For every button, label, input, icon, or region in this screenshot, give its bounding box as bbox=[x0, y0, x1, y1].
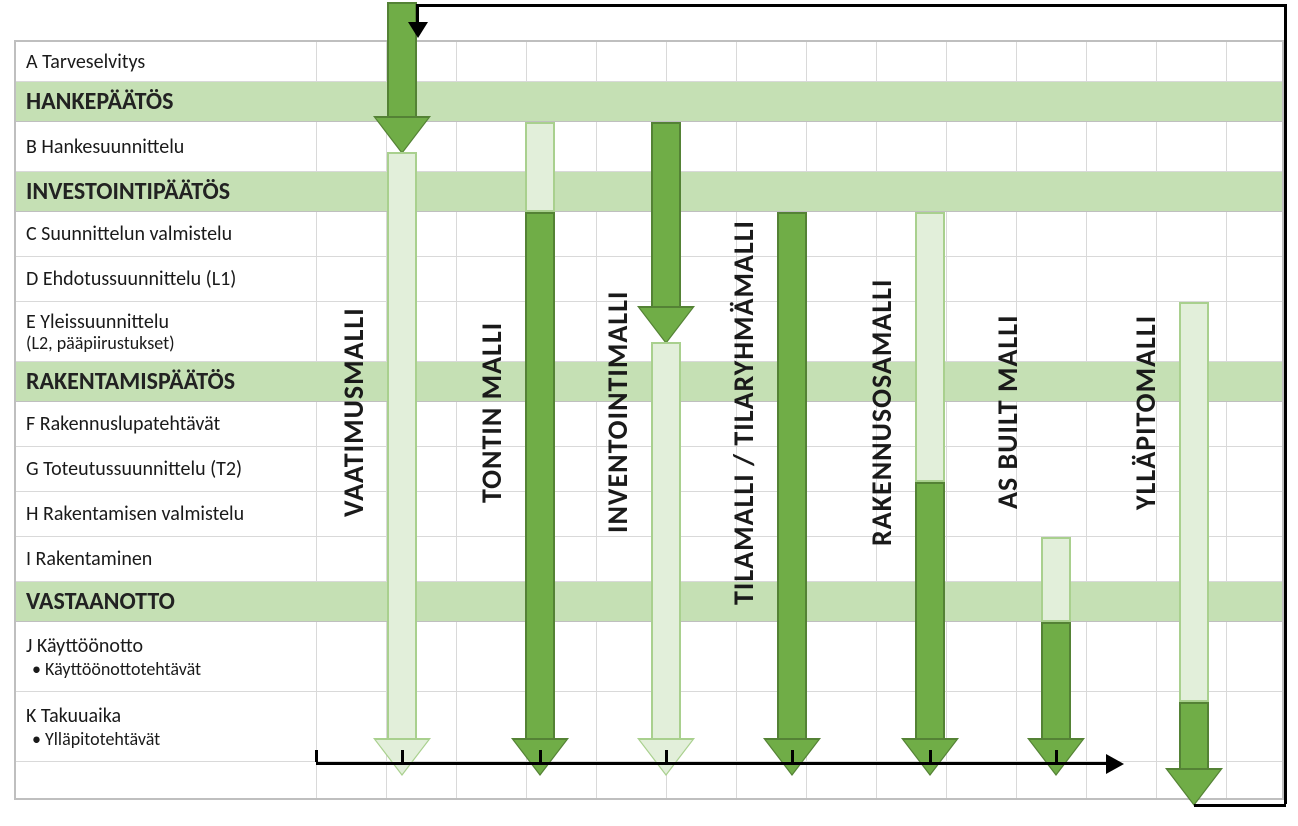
arrow-segment bbox=[651, 122, 681, 312]
return-loop-right bbox=[1284, 4, 1287, 804]
loop-arrowhead-right bbox=[1106, 754, 1124, 774]
arrow-segment bbox=[915, 482, 945, 742]
arrow-segment bbox=[525, 122, 555, 212]
row-label: INVESTOINTIPÄÄTÖS bbox=[16, 177, 230, 206]
phase-row: B Hankesuunnittelu bbox=[16, 122, 1282, 172]
arrow-label: TILAMALLI / TILARYHMÄMALLI bbox=[726, 212, 761, 612]
return-loop-top bbox=[416, 4, 1286, 7]
feedback-loop-bottom bbox=[316, 762, 1106, 765]
row-label: I Rakentaminen bbox=[16, 547, 152, 571]
row-bullet: • Käyttöönottotehtävät bbox=[26, 658, 201, 680]
arrow-label: VAATIMUSMALLI bbox=[336, 212, 371, 612]
row-label: D Ehdotussuunnittelu (L1) bbox=[16, 267, 236, 291]
arrow-segment bbox=[777, 212, 807, 742]
arrow-segment bbox=[1041, 537, 1071, 622]
row-sublabel: (L2, pääpiirustukset) bbox=[26, 332, 175, 354]
arrow-segment bbox=[387, 2, 417, 122]
loop-tick bbox=[929, 750, 932, 762]
phase-row: G Toteutussuunnittelu (T2) bbox=[16, 447, 1282, 492]
return-loop-drop bbox=[416, 4, 419, 24]
row-label: E Yleissuunnittelu(L2, pääpiirustukset) bbox=[16, 310, 175, 354]
phase-row: D Ehdotussuunnittelu (L1) bbox=[16, 257, 1282, 302]
arrow-label: YLLÄPITOMALLI bbox=[1128, 212, 1163, 612]
arrow-head bbox=[1168, 770, 1220, 804]
arrow-segment bbox=[387, 152, 417, 742]
arrow-segment bbox=[525, 212, 555, 742]
decision-row: RAKENTAMISPÄÄTÖS bbox=[16, 362, 1282, 402]
row-label: F Rakennuslupatehtävät bbox=[16, 412, 220, 436]
loop-tick bbox=[401, 750, 404, 762]
decision-row: INVESTOINTIPÄÄTÖS bbox=[16, 172, 1282, 212]
row-label: K Takuuaika• Ylläpitotehtävät bbox=[16, 704, 160, 750]
phase-row: I Rakentaminen bbox=[16, 537, 1282, 582]
arrow-segment bbox=[1041, 622, 1071, 742]
arrow-head bbox=[640, 308, 692, 342]
row-label: B Hankesuunnittelu bbox=[16, 135, 184, 159]
phase-row: F Rakennuslupatehtävät bbox=[16, 402, 1282, 447]
phase-row: C Suunnittelun valmistelu bbox=[16, 212, 1282, 257]
row-label: H Rakentamisen valmistelu bbox=[16, 502, 244, 526]
phase-row: J Käyttöönotto• Käyttöönottotehtävät bbox=[16, 622, 1282, 692]
arrow-label: INVENTOINTIMALLI bbox=[600, 212, 635, 612]
decision-row: VASTAANOTTO bbox=[16, 582, 1282, 622]
loop-tick bbox=[791, 750, 794, 762]
loop-tick bbox=[1055, 750, 1058, 762]
arrow-label: RAKENNUSOSAMALLI bbox=[864, 212, 899, 612]
phase-row: H Rakentamisen valmistelu bbox=[16, 492, 1282, 537]
row-label: A Tarveselvitys bbox=[16, 50, 145, 74]
row-label: G Toteutussuunnittelu (T2) bbox=[16, 457, 242, 481]
arrow-segment bbox=[1179, 702, 1209, 772]
row-label: HANKEPÄÄTÖS bbox=[16, 87, 174, 116]
arrow-head bbox=[376, 118, 428, 152]
row-label: J Käyttöönotto• Käyttöönottotehtävät bbox=[16, 634, 201, 680]
loop-tick bbox=[315, 750, 318, 762]
row-label: VASTAANOTTO bbox=[16, 587, 175, 616]
arrow-label: AS BUILT MALLI bbox=[990, 212, 1025, 612]
arrow-label: TONTIN MALLI bbox=[474, 212, 509, 612]
row-label: C Suunnittelun valmistelu bbox=[16, 222, 232, 246]
diagram-container: A Tarveselvitys HANKEPÄÄTÖS B Hankesuunnit… bbox=[14, 40, 1284, 800]
phase-row: A Tarveselvitys bbox=[16, 42, 1282, 82]
arrow-segment bbox=[915, 212, 945, 482]
decision-row: HANKEPÄÄTÖS bbox=[16, 82, 1282, 122]
arrow-segment bbox=[1179, 302, 1209, 702]
return-loop-arrowhead-down bbox=[408, 22, 428, 38]
row-bullet: • Ylläpitotehtävät bbox=[26, 728, 160, 750]
arrow-segment bbox=[651, 342, 681, 742]
loop-tick bbox=[665, 750, 668, 762]
return-loop-bottom-connector bbox=[1194, 804, 1286, 807]
row-label: RAKENTAMISPÄÄTÖS bbox=[16, 367, 235, 396]
loop-tick bbox=[539, 750, 542, 762]
